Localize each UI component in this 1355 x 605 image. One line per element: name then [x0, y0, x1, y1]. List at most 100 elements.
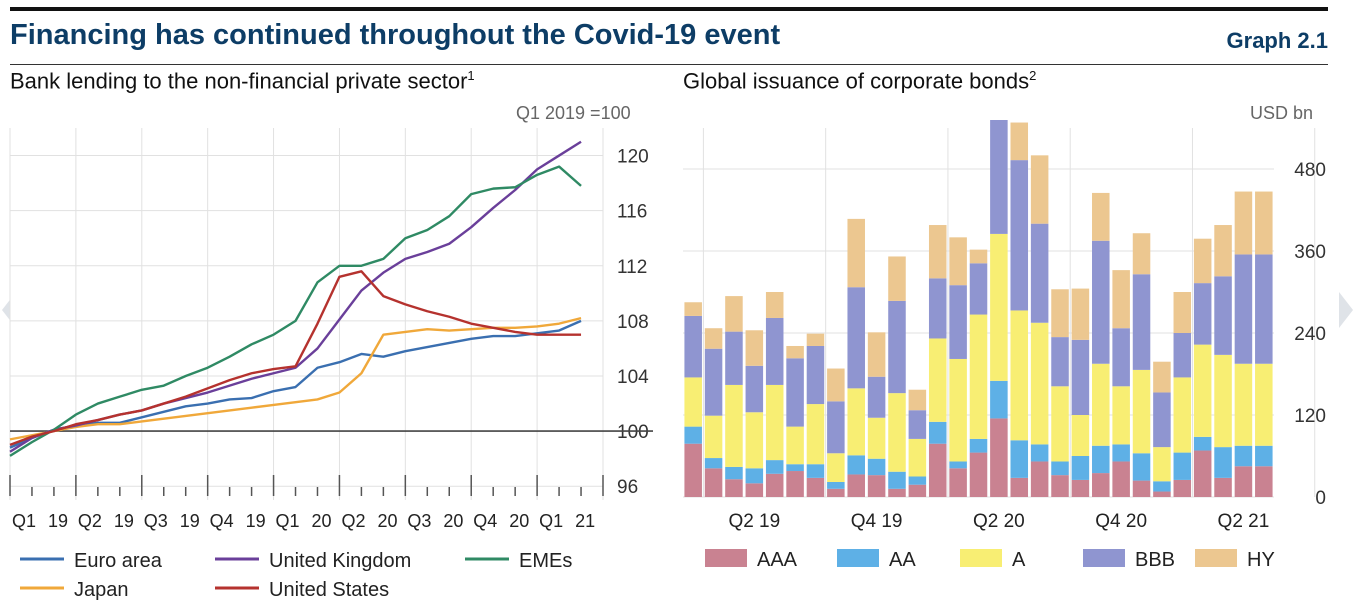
bar-segment-hy — [1112, 270, 1130, 329]
y-tick-label: 120 — [617, 147, 649, 168]
bar-segment-hy — [725, 296, 743, 332]
bar-segment-hy — [1255, 191, 1273, 255]
bar-segment-aaa — [1010, 477, 1029, 497]
legend-label-hy: HY — [1247, 549, 1275, 571]
bar-segment-aa — [704, 458, 723, 469]
bar-segment-aaa — [1030, 461, 1049, 497]
bar-segment-aaa — [908, 484, 927, 497]
bar-segment-hy — [684, 302, 702, 316]
bar-segment-hy — [1132, 233, 1151, 275]
legend-label-bbb: BBB — [1135, 549, 1175, 571]
bar-segment-bbb — [1010, 160, 1029, 311]
right-panel-title-text: Global issuance of corporate bonds — [683, 68, 1030, 94]
bar-segment-hy — [1071, 288, 1090, 340]
bar-segment-aaa — [1173, 479, 1192, 497]
x-tick-label-quarter: Q3 — [144, 511, 168, 531]
bar-segment-aaa — [969, 452, 988, 497]
bar-segment-bbb — [704, 348, 723, 416]
bar-segment-bbb — [1173, 333, 1192, 378]
bar-segment-aaa — [806, 477, 825, 497]
left-panel-title-text: Bank lending to the non-financial privat… — [10, 68, 468, 94]
bar-segment-aa — [1051, 461, 1069, 476]
bar-segment-hy — [704, 328, 723, 349]
legend-swatch — [837, 549, 879, 567]
bar-segment-a — [1234, 363, 1253, 446]
bar-segment-hy — [827, 368, 845, 402]
x-tick-label: Q4 19 — [851, 511, 903, 532]
bar-segment-aa — [1234, 445, 1253, 467]
bar-segment-aa — [1030, 444, 1049, 462]
bar-segment-a — [1153, 447, 1171, 482]
bar-segment-bbb — [827, 401, 845, 454]
bar-segment-a — [908, 438, 927, 477]
bar-segment-aa — [786, 464, 804, 472]
x-tick-label-year: 20 — [312, 511, 332, 531]
y-tick-label: 360 — [1294, 242, 1326, 263]
bar-segment-hy — [1030, 155, 1049, 224]
bar-segment-a — [928, 338, 947, 422]
bar-segment-aa — [1173, 452, 1192, 480]
y-tick-label: 116 — [617, 202, 647, 223]
bar-segment-a — [684, 377, 702, 427]
bar-segment-bbb — [1030, 223, 1049, 323]
bar-segment-bbb — [1153, 392, 1171, 448]
legend-swatch — [960, 549, 1002, 567]
bar-segment-aaa — [867, 475, 886, 497]
bar-segment-aaa — [1092, 473, 1110, 497]
legend-label-aaa: AAA — [757, 549, 798, 571]
legend-label-emes: EMEs — [519, 550, 572, 572]
bar-segment-a — [867, 417, 886, 459]
bar-segment-a — [1112, 386, 1130, 445]
bar-segment-a — [1132, 369, 1151, 454]
x-tick-label-quarter: Q3 — [407, 511, 431, 531]
left-panel-title: Bank lending to the non-financial privat… — [10, 68, 475, 94]
bar-segment-hy — [1193, 238, 1212, 284]
y-tick-label: 480 — [1294, 160, 1326, 181]
bar-segment-a — [1010, 310, 1029, 441]
x-tick-label-year: 20 — [509, 511, 529, 531]
left-unit-label: Q1 2019 =100 — [516, 103, 631, 123]
bar-segment-aa — [969, 438, 988, 453]
bar-segment-aaa — [928, 443, 947, 497]
x-tick-label: Q2 19 — [728, 511, 780, 532]
bar-segment-aa — [1010, 440, 1029, 478]
bar-segment-bbb — [1112, 328, 1130, 387]
legend-label-japan: Japan — [74, 579, 129, 601]
bar-segment-bbb — [1234, 254, 1253, 364]
x-tick-label-quarter: Q2 — [78, 511, 102, 531]
right-unit-label: USD bn — [1250, 103, 1314, 123]
bar-segment-hy — [867, 332, 886, 377]
bar-segment-bbb — [786, 358, 804, 427]
bar-segment-a — [1092, 363, 1110, 446]
bar-segment-bbb — [969, 263, 988, 315]
x-tick-label-quarter: Q1 — [12, 511, 36, 531]
bar-segment-bbb — [1193, 283, 1212, 345]
x-tick-label-year: 19 — [48, 511, 68, 531]
bar-segment-bbb — [1214, 276, 1232, 355]
x-tick-label-year: 19 — [246, 511, 266, 531]
x-tick-label-year: 19 — [114, 511, 134, 531]
bar-segment-a — [888, 393, 906, 472]
bar-segment-aa — [1214, 447, 1232, 478]
bar-segment-a — [745, 412, 764, 469]
bar-segment-a — [725, 384, 743, 467]
bar-segment-bbb — [888, 300, 906, 394]
bar-segment-a — [949, 358, 967, 462]
legend-label-aa: AA — [889, 549, 916, 571]
bar-segment-aa — [1153, 481, 1171, 492]
bar-segment-aaa — [1234, 466, 1253, 497]
bar-segment-aa — [847, 455, 865, 475]
bar-segment-hy — [1153, 361, 1171, 393]
bar-segment-hy — [969, 249, 988, 264]
bar-segment-aa — [684, 426, 702, 444]
bar-segment-hy — [1173, 292, 1192, 333]
legend-label-a: A — [1012, 549, 1026, 571]
next-arrow-icon[interactable] — [1339, 292, 1353, 328]
bar-segment-aa — [1193, 436, 1212, 451]
bar-segment-a — [990, 233, 1008, 381]
bar-segment-hy — [888, 256, 906, 301]
legend-label-euro-area: Euro area — [74, 550, 163, 572]
bar-segment-aaa — [990, 418, 1008, 497]
bar-segment-aa — [1132, 453, 1151, 481]
